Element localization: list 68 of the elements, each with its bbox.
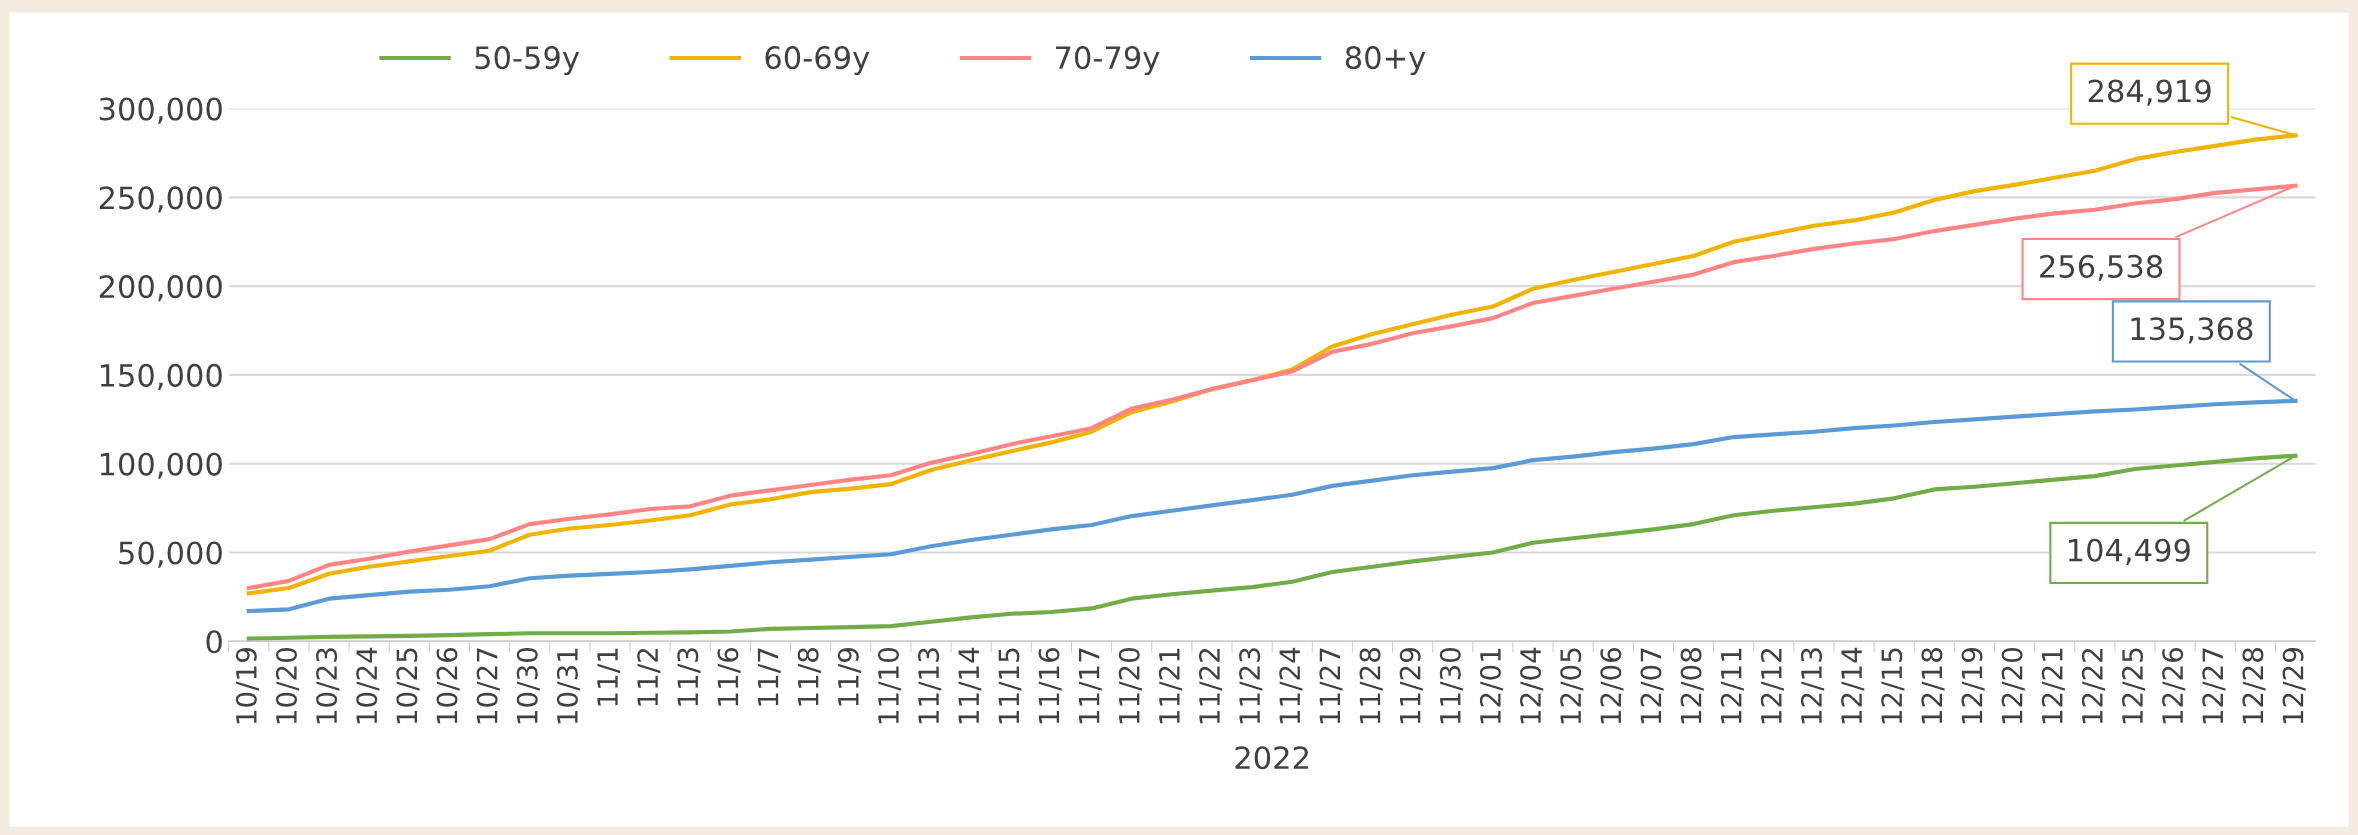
x-tick-label: 12/05 bbox=[1560, 648, 1584, 724]
x-tick-label: 11/20 bbox=[1118, 647, 1142, 724]
x-tick-label: 10/30 bbox=[516, 647, 540, 724]
x-tick-label: 11/28 bbox=[1359, 648, 1383, 724]
x-tick-label: 12/26 bbox=[2162, 647, 2186, 724]
x-tick-label: 12/04 bbox=[1520, 647, 1544, 724]
y-tick-label: 50,000 bbox=[119, 541, 222, 568]
x-tick-label: 12/25 bbox=[2122, 648, 2146, 724]
y-tick-label: 0 bbox=[206, 630, 222, 654]
x-tick-label: 10/20 bbox=[275, 647, 300, 724]
x-tick-label: 12/18 bbox=[1921, 648, 1945, 724]
y-tick-label: 250,000 bbox=[99, 186, 222, 213]
x-tick-label: 11/27 bbox=[1319, 648, 1343, 724]
x-tick-label: 12/14 bbox=[1841, 647, 1865, 724]
legend-label: 80+y bbox=[1345, 46, 1426, 76]
x-tick-label: 11/2 bbox=[637, 648, 661, 706]
data-label: 104,499 bbox=[2069, 538, 2190, 565]
x-tick-label: 11/21 bbox=[1158, 648, 1183, 724]
x-tick-label: 10/31 bbox=[556, 648, 581, 724]
x-tick-label: 11/8 bbox=[797, 648, 821, 706]
x-tick-label: 10/19 bbox=[235, 648, 260, 724]
x-tick-label: 12/07 bbox=[1640, 648, 1664, 724]
x-tick-label: 10/26 bbox=[436, 647, 460, 724]
data-label: 135,368 bbox=[2131, 317, 2253, 344]
legend-label: 70-79y bbox=[1056, 46, 1160, 76]
x-tick-label: 12/27 bbox=[2202, 648, 2226, 724]
x-tick-label: 11/17 bbox=[1078, 648, 1102, 724]
legend-label: 50-59y bbox=[475, 46, 580, 76]
x-tick-label: 11/29 bbox=[1399, 648, 1423, 724]
x-tick-label: 10/23 bbox=[316, 648, 340, 724]
x-tick-label: 12/22 bbox=[2081, 648, 2106, 724]
x-tick-label: 10/27 bbox=[476, 648, 500, 724]
x-tick-label: 11/30 bbox=[1439, 647, 1463, 724]
x-tick-label: 11/24 bbox=[1279, 647, 1303, 724]
x-tick-label: 11/9 bbox=[837, 648, 862, 706]
x-tick-label: 11/1 bbox=[597, 648, 621, 706]
x-tick-label: 12/29 bbox=[2282, 648, 2306, 724]
x-tick-label: 12/01 bbox=[1479, 648, 1504, 724]
x-tick-label: 11/7 bbox=[757, 648, 781, 706]
y-tick-label: 200,000 bbox=[99, 275, 222, 302]
x-tick-label: 11/16 bbox=[1038, 647, 1062, 724]
x-tick-label: 12/08 bbox=[1680, 648, 1704, 724]
x-tick-label: 11/22 bbox=[1198, 648, 1223, 724]
x-tick-label: 12/06 bbox=[1600, 647, 1624, 724]
x-axis-title: 2022 bbox=[1235, 746, 1308, 770]
x-tick-label: 12/13 bbox=[1800, 648, 1825, 724]
x-tick-label: 11/15 bbox=[998, 648, 1022, 724]
x-tick-label: 11/10 bbox=[877, 647, 902, 724]
x-tick-label: 11/23 bbox=[1239, 648, 1263, 724]
y-tick-label: 150,000 bbox=[100, 363, 222, 391]
x-tick-label: 12/20 bbox=[2001, 647, 2025, 724]
x-tick-label: 12/11 bbox=[1720, 648, 1744, 724]
x-tick-label: 10/24 bbox=[356, 647, 380, 724]
y-tick-label: 100,000 bbox=[100, 452, 222, 479]
legend-label: 60-69y bbox=[765, 46, 870, 76]
data-label: 256,538 bbox=[2040, 254, 2163, 282]
x-tick-label: 12/19 bbox=[1961, 648, 1985, 724]
x-tick-label: 12/21 bbox=[2041, 648, 2065, 724]
x-tick-label: 11/6 bbox=[717, 647, 741, 706]
data-label: 284,919 bbox=[2088, 79, 2211, 106]
x-tick-label: 11/13 bbox=[918, 648, 942, 724]
x-tick-label: 12/15 bbox=[1881, 648, 1905, 724]
x-tick-label: 11/3 bbox=[677, 648, 701, 706]
y-tick-label: 300,000 bbox=[99, 97, 222, 124]
x-tick-label: 12/28 bbox=[2242, 648, 2266, 724]
x-tick-label: 11/14 bbox=[958, 647, 982, 724]
x-tick-label: 12/12 bbox=[1760, 648, 1785, 724]
x-tick-label: 10/25 bbox=[396, 648, 420, 724]
